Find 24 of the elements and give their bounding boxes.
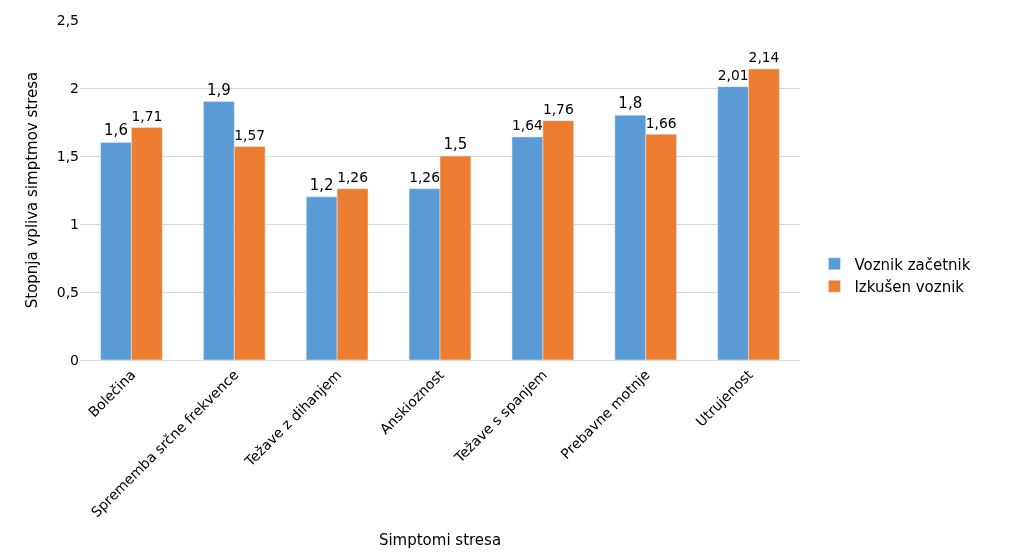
y-tick-label: 0: [70, 351, 79, 368]
legend-label: Voznik začetnik: [854, 255, 971, 274]
data-label: 1,8: [618, 94, 643, 113]
y-tick-label: 2: [70, 79, 79, 96]
data-label: 1,26: [409, 168, 440, 185]
x-axis-title: Simptomi stresa: [378, 531, 502, 550]
y-tick-label: 1,5: [56, 147, 79, 164]
data-label: 1,71: [131, 107, 163, 124]
legend-label: Izkušen voznik: [854, 278, 965, 297]
y-tick-label: 0,5: [56, 283, 79, 300]
data-label: 1,76: [542, 100, 574, 117]
data-label: 1,9: [206, 80, 231, 99]
y-axis-title: Stopnja vpliva simptmov stresa: [22, 71, 41, 309]
y-tick-label: 2,5: [56, 11, 79, 28]
data-label: 1,5: [443, 135, 468, 153]
data-label: 1,64: [512, 117, 544, 134]
data-label: 1,66: [645, 114, 677, 131]
data-label: 2,14: [748, 49, 780, 66]
y-tick-label: 1: [70, 215, 79, 232]
data-label: 1,6: [104, 121, 128, 140]
data-label: 2,01: [717, 66, 749, 83]
data-label: 1,26: [337, 168, 368, 185]
data-label: 1,2: [309, 175, 334, 194]
data-label: 1,57: [234, 126, 266, 143]
